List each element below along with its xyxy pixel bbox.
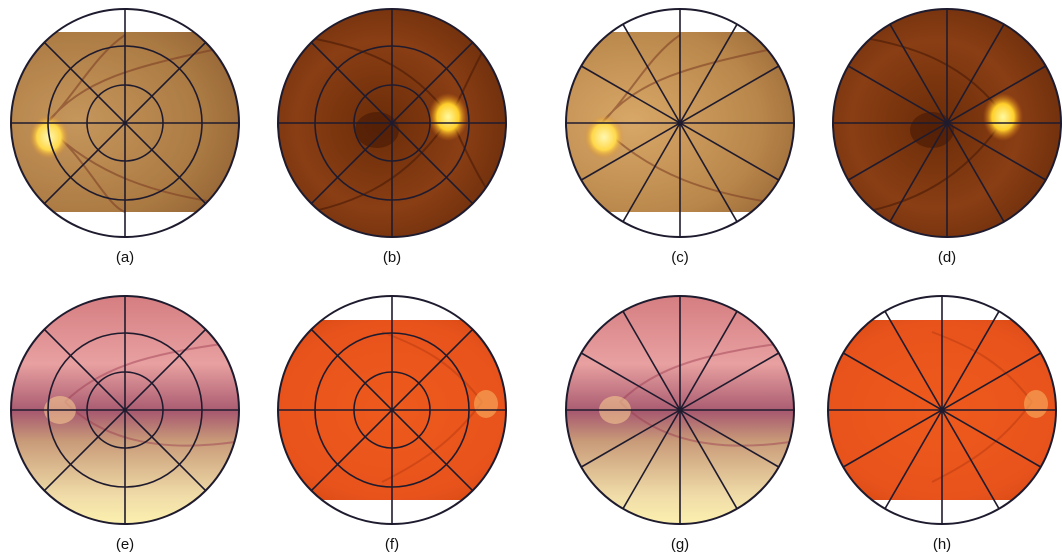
panel-a: (a) xyxy=(5,5,245,266)
caption-e: (e) xyxy=(115,536,135,553)
fundus-image-h xyxy=(827,295,1057,525)
panel-f: (f) xyxy=(272,292,512,553)
panel-h: (h) xyxy=(822,292,1062,553)
panel-e: (e) xyxy=(5,292,245,553)
panel-b: (b) xyxy=(272,5,512,266)
panel-c: (c) xyxy=(560,5,800,266)
caption-f: (f) xyxy=(384,536,400,553)
fundus-image-c xyxy=(565,8,795,238)
fundus-image-b xyxy=(277,8,507,238)
caption-g: (g) xyxy=(670,536,690,553)
panel-g: (g) xyxy=(560,292,800,553)
caption-d: (d) xyxy=(937,249,957,266)
caption-c: (c) xyxy=(671,249,689,266)
fundus-image-g xyxy=(565,295,795,525)
fundus-image-d xyxy=(832,8,1062,238)
fundus-image-f xyxy=(277,295,507,525)
caption-h: (h) xyxy=(932,536,952,553)
fundus-image-a xyxy=(10,8,240,238)
caption-b: (b) xyxy=(382,249,402,266)
caption-a: (a) xyxy=(115,249,135,266)
fundus-image-e xyxy=(10,295,240,525)
panel-d: (d) xyxy=(827,5,1062,266)
